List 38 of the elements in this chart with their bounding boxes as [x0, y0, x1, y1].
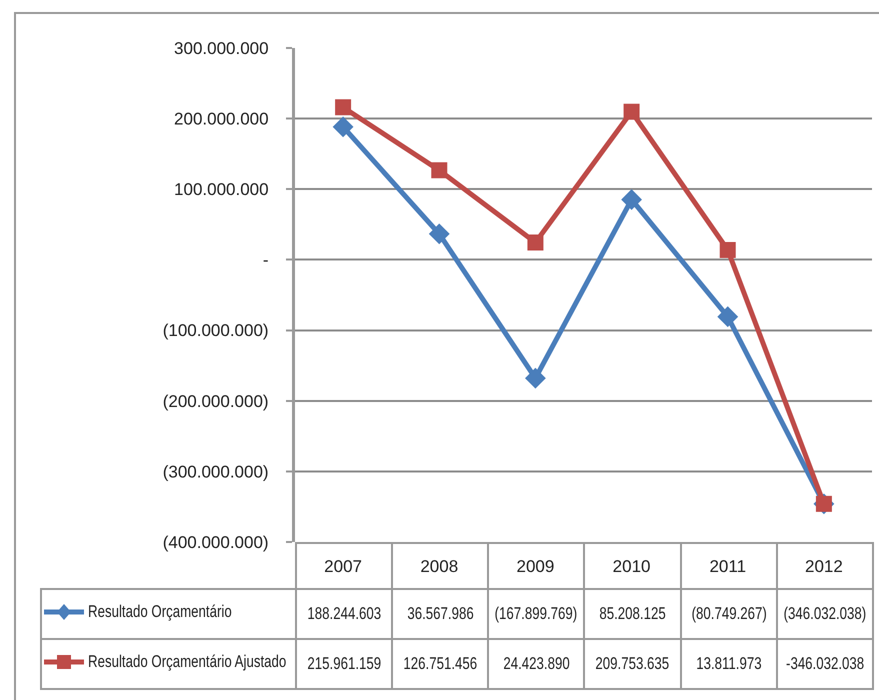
- x-tick-label: 2007: [324, 557, 362, 576]
- y-tick-label: 200.000.000: [174, 110, 269, 129]
- point: [717, 306, 738, 328]
- data-label: 85.208.125: [599, 604, 666, 624]
- y-tick-label: (400.000.000): [162, 532, 269, 552]
- point: [624, 104, 640, 120]
- y-tick-label: (100.000.000): [162, 321, 269, 340]
- point: [527, 234, 544, 250]
- x-tick-label: 2010: [612, 557, 650, 576]
- point: [332, 116, 354, 138]
- x-tick-label: 2011: [709, 557, 746, 576]
- data-label: 209.753.635: [596, 654, 670, 674]
- y-tick-label: (200.000.000): [162, 392, 269, 411]
- data-label: (167.899.769): [495, 604, 578, 624]
- point: [431, 162, 448, 178]
- data-label: 24.423.890: [503, 654, 570, 674]
- data-label: 36.567.986: [407, 604, 474, 624]
- y-tick-label: 300.000.000: [174, 38, 269, 58]
- data-label: 188.244.603: [307, 604, 381, 624]
- x-tick-label: 2009: [516, 557, 554, 576]
- point: [525, 368, 546, 389]
- point: [335, 99, 352, 116]
- legend-label: Resultado Orçamentário: [88, 602, 232, 622]
- data-label: 13.811.973: [696, 654, 762, 674]
- data-label: 215.961.159: [307, 654, 381, 674]
- point: [428, 224, 450, 244]
- x-tick-label: 2012: [805, 557, 843, 576]
- data-label: (80.749.267): [691, 604, 766, 624]
- y-tick-label: (300.000.000): [162, 462, 269, 482]
- data-label: -346.032.038: [786, 654, 864, 674]
- y-tick-label: 100.000.000: [174, 180, 269, 200]
- y-tick-label: -: [262, 250, 269, 270]
- legend-label: Resultado Orçamentário Ajustado: [88, 652, 286, 672]
- data-label: 126.751.456: [403, 654, 478, 674]
- x-tick-label: 2008: [420, 557, 458, 576]
- data-label: (346.032.038): [784, 604, 866, 624]
- point: [621, 189, 642, 210]
- point: [720, 242, 736, 258]
